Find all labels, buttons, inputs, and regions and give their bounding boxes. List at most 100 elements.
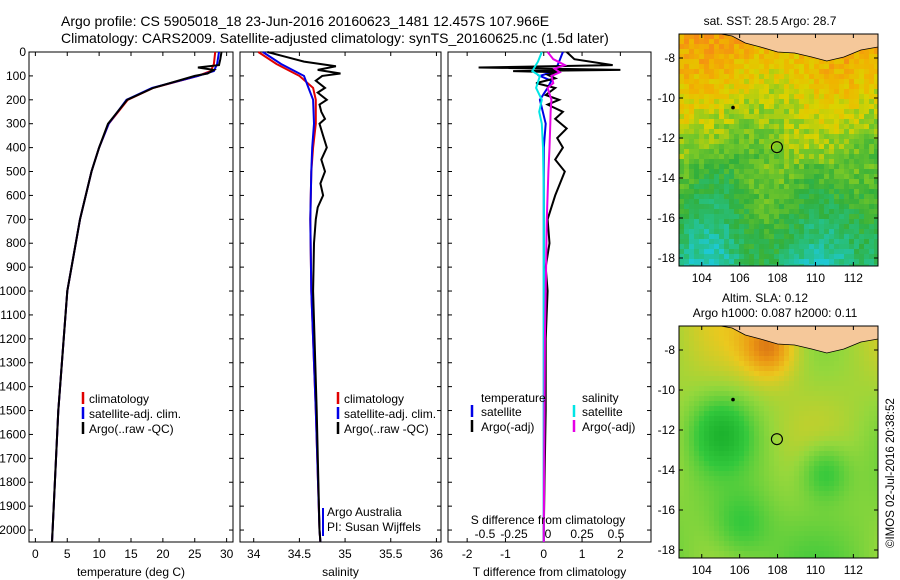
figure-title-line1: Argo profile: CS 5905018_18 23-Jun-2016 … [61, 13, 550, 29]
map-x-tick-label: 104 [692, 563, 712, 577]
x-tick-label: 34 [247, 547, 261, 561]
x-axis-label: T difference from climatology [473, 565, 627, 579]
series-line [51, 51, 223, 543]
argo-float-marker [770, 433, 783, 446]
map-subtitle: Argo h1000: 0.087 h2000: 0.11 [693, 306, 858, 320]
map-x-tick-label: 104 [692, 271, 712, 285]
map-x-tick-label: 106 [730, 271, 750, 285]
side-stamp: ©IMOS 02-Jul-2016 20:38:52 [885, 398, 897, 548]
x-tick-label: -2 [462, 547, 473, 561]
x-tick-label: 35.5 [379, 547, 403, 561]
map-y-tick-label: -8 [664, 343, 675, 357]
land-java [679, 326, 878, 354]
map-title: Altim. SLA: 0.12 [722, 291, 808, 305]
annotation-label: Argo Australia [327, 505, 402, 519]
y-tick-label: 1000 [0, 284, 26, 298]
legend-label: Argo(-adj) [582, 420, 635, 434]
map-x-tick-label: 108 [768, 563, 788, 577]
x-tick-label: 2 [617, 547, 624, 561]
map-field [679, 34, 878, 266]
y-tick-label: 2000 [0, 523, 26, 537]
s-tick-label: -0.25 [500, 527, 528, 541]
map-x-tick-label: 106 [730, 563, 750, 577]
y-tick-label: 100 [6, 69, 26, 83]
x-axis-label: salinity [322, 565, 359, 579]
profile-panels-layer: 0100200300400500600700800900100011001200… [0, 45, 652, 579]
legend-label: Argo(-adj) [481, 420, 534, 434]
legend-title: temperature [481, 391, 546, 405]
x-tick-label: 35 [338, 547, 352, 561]
y-tick-label: 1200 [0, 332, 26, 346]
christmas-island [731, 105, 735, 110]
legend-label: satellite [481, 405, 522, 419]
map-y-tick-label: -16 [658, 503, 676, 517]
annotation-label: PI: Susan Wijffels [327, 520, 421, 534]
map-y-tick-label: -8 [664, 51, 675, 65]
figure-title-line2: Climatology: CARS2009. Satellite-adjuste… [61, 30, 609, 46]
map-x-tick-label: 112 [844, 563, 863, 577]
map-title: sat. SST: 28.5 Argo: 28.7 [704, 14, 837, 28]
legend-label: climatology [89, 392, 149, 406]
map-map-sst: 104 106 108 110 112 -8 -10 -12 -14 -16 -18 sat. SST… [658, 14, 879, 285]
y-tick-label: 900 [6, 260, 26, 274]
map-map-sla: 104 106 108 110 112 -8 -10 -12 -14 -16 -18 Altim. S… [658, 291, 879, 577]
map-frame [678, 33, 879, 267]
maps-layer: 104 106 108 110 112 -8 -10 -12 -14 -16 -18 sat. SST… [658, 14, 879, 577]
map-y-tick-label: -12 [658, 423, 676, 437]
legend-label: satellite-adj. clim. [344, 407, 436, 421]
map-x-tick-label: 112 [844, 271, 863, 285]
legend-title: salinity [582, 391, 619, 405]
map-field [679, 326, 878, 558]
y-tick-label: 0 [19, 45, 26, 59]
s-tick-label: -0.5 [475, 527, 496, 541]
legend-label: Argo(..raw -QC) [89, 422, 174, 436]
secondary-axis-label: S difference from climatology [471, 513, 626, 527]
map-y-tick-label: -14 [658, 171, 676, 185]
map-y-tick-label: -18 [658, 543, 676, 557]
argo-float-marker [770, 141, 783, 154]
x-tick-label: 34.5 [288, 547, 312, 561]
x-tick-label: 20 [156, 547, 170, 561]
y-tick-label: 200 [6, 93, 26, 107]
legend-label: satellite-adj. clim. [89, 407, 181, 421]
x-tick-label: 15 [124, 547, 138, 561]
panel-frame [239, 51, 442, 543]
map-y-tick-label: -18 [658, 251, 676, 265]
x-tick-label: 0 [540, 547, 547, 561]
panel-frame [447, 51, 652, 543]
y-tick-label: 1100 [0, 308, 26, 322]
y-tick-label: 600 [6, 188, 26, 202]
y-tick-label: 700 [6, 212, 26, 226]
x-tick-label: 0 [32, 547, 39, 561]
y-tick-label: 800 [6, 236, 26, 250]
series-line [262, 51, 322, 543]
map-x-tick-label: 108 [768, 271, 788, 285]
x-axis-label: temperature (deg C) [77, 565, 185, 579]
y-tick-label: 500 [6, 165, 26, 179]
s-tick-label: 0.5 [608, 527, 625, 541]
map-y-tick-label: -16 [658, 211, 676, 225]
christmas-island [731, 397, 735, 402]
y-tick-label: 300 [6, 117, 26, 131]
map-x-tick-label: 110 [806, 563, 825, 577]
x-tick-label: 30 [220, 547, 234, 561]
legend-label: climatology [344, 392, 404, 406]
series-line [51, 51, 217, 543]
map-x-tick-label: 110 [806, 271, 825, 285]
y-tick-label: 400 [6, 141, 26, 155]
x-tick-label: 36 [430, 547, 444, 561]
series-line [542, 51, 568, 542]
series-line [51, 51, 220, 543]
x-tick-label: 5 [64, 547, 71, 561]
series-line [267, 51, 341, 543]
legend-label: Argo(..raw -QC) [344, 422, 429, 436]
y-tick-label: 1500 [0, 404, 26, 418]
map-y-tick-label: -10 [658, 383, 676, 397]
y-tick-label: 1300 [0, 356, 26, 370]
map-frame [678, 325, 879, 559]
map-y-tick-label: -14 [658, 463, 676, 477]
series-line [530, 51, 545, 542]
map-y-tick-label: -12 [658, 131, 676, 145]
y-tick-label: 1600 [0, 427, 26, 441]
